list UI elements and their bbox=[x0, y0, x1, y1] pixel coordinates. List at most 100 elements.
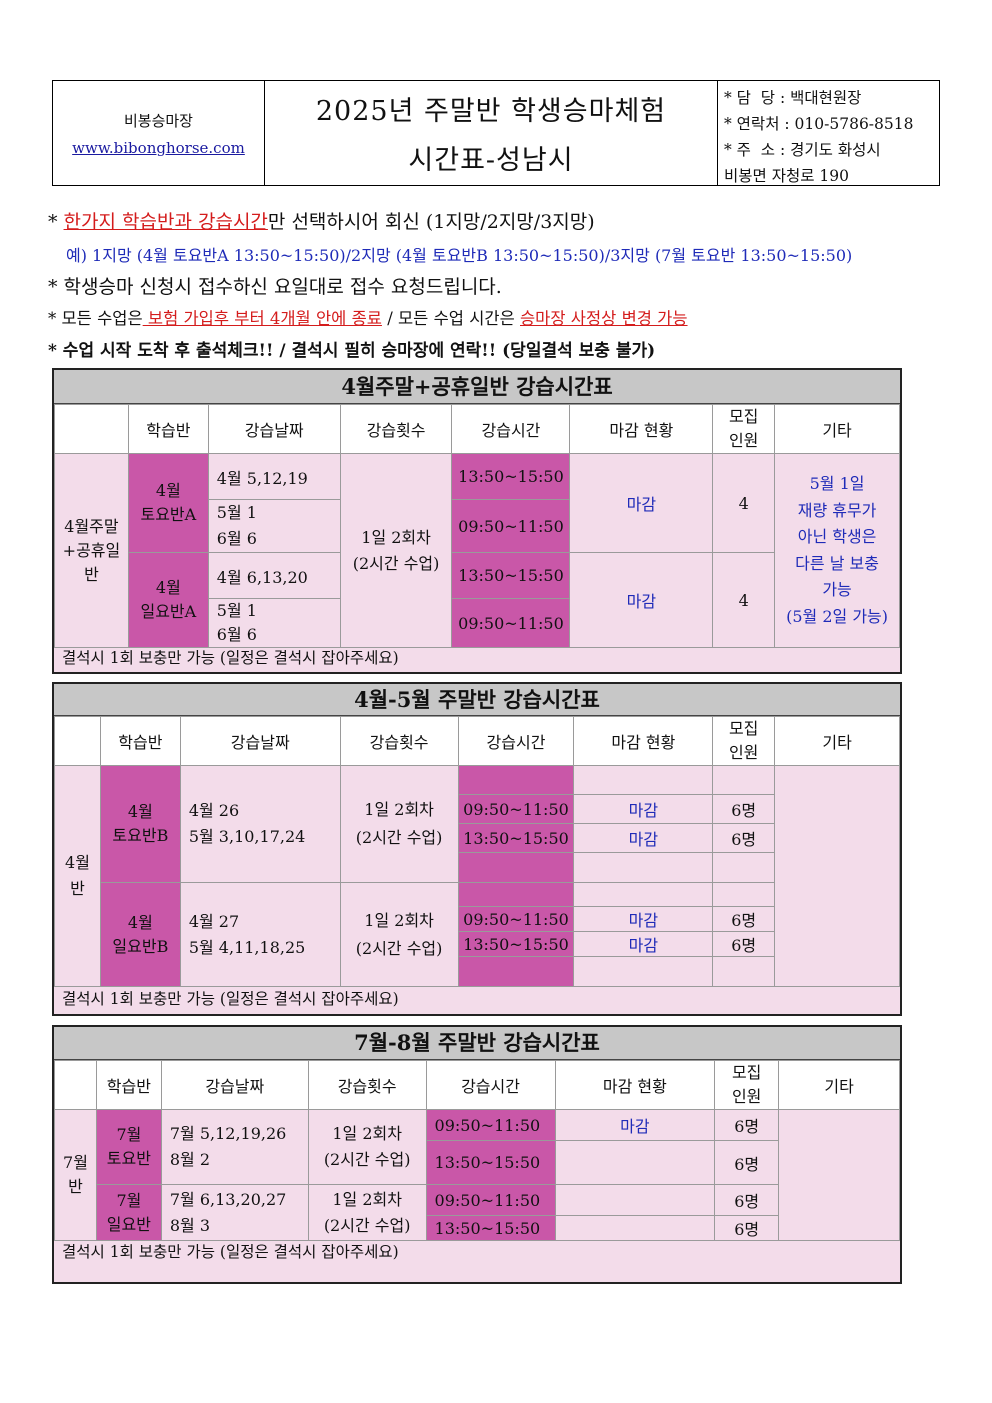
dates-sun-a-2: 5월 1 6월 6 bbox=[207, 598, 341, 648]
col-etc: 기타 bbox=[778, 1060, 900, 1110]
header-contact-cell: * 담 당 : 백대현원장 * 연락처 : 010-5786-8518 * 주 … bbox=[718, 81, 939, 185]
status-sun-b-pm: 마감 bbox=[573, 931, 714, 957]
col-class: 학습반 bbox=[127, 404, 209, 454]
status-sat-b-am: 마감 bbox=[573, 794, 714, 824]
class-sun-a: 4월 일요반A bbox=[127, 552, 209, 648]
contact-phone: * 연락처 : 010-5786-8518 bbox=[724, 115, 914, 133]
header-box: 비봉승마장 www.bibonghorse.com 2025년 주말반 학생승마… bbox=[52, 80, 940, 186]
status-sat-jul-am: 마감 bbox=[554, 1109, 716, 1141]
recruit-sat-a: 4 bbox=[712, 453, 776, 553]
group-label: 7월 반 bbox=[54, 1109, 97, 1241]
time-sat-a-pm: 13:50~15:50 bbox=[451, 453, 571, 500]
table3: 학습반 강습날짜 강습횟수 강습시간 마감 현황 모집 인원 기타 7월 반 7월… bbox=[54, 1060, 900, 1241]
note-insurance-red2: 승마장 사정상 변경 가능 bbox=[520, 309, 688, 328]
col-time: 강습시간 bbox=[457, 716, 575, 766]
table3-footnote: 결석시 1회 보충만 가능 (일정은 결석시 잡아주세요) bbox=[62, 1243, 399, 1261]
group-label: 4월주말 +공휴일 반 bbox=[54, 453, 129, 648]
dates-sat-jul: 7월 5,12,19,26 8월 2 bbox=[160, 1109, 309, 1185]
recruit-sun-jul-pm: 6명 bbox=[714, 1215, 780, 1241]
count-sun-b: 1일 2회차 (2시간 수업) bbox=[339, 882, 459, 987]
col-time: 강습시간 bbox=[425, 1060, 556, 1110]
note-example: 예) 1지망 (4월 토요반A 13:50~15:50)/2지망 (4월 토요반… bbox=[66, 246, 853, 265]
table2-title: 4월-5월 주말반 강습시간표 bbox=[54, 684, 900, 716]
recruit-sun-b-am: 6명 bbox=[712, 906, 776, 932]
status-sat-b-pm: 마감 bbox=[573, 823, 714, 853]
note-insurance: * 모든 수업은 보험 가입후 부터 4개월 안에 종료 / 모든 수업 시간은… bbox=[48, 305, 688, 329]
table2: 학습반 강습날짜 강습횟수 강습시간 마감 현황 모집 인원 기타 4월 반 4월… bbox=[54, 716, 900, 987]
col-etc: 기타 bbox=[774, 404, 900, 454]
col-time: 강습시간 bbox=[451, 404, 571, 454]
col-status: 마감 현황 bbox=[554, 1060, 716, 1110]
count-sun-jul: 1일 2회차 (2시간 수업) bbox=[307, 1184, 427, 1241]
class-sat-a: 4월 토요반A bbox=[127, 453, 209, 553]
note-star: * bbox=[48, 211, 58, 233]
header-org-cell: 비봉승마장 www.bibonghorse.com bbox=[53, 81, 265, 185]
contact-address-2: 비봉면 자청로 190 bbox=[724, 167, 849, 185]
time-sat-jul-pm: 13:50~15:50 bbox=[425, 1140, 556, 1185]
header-title-cell: 2025년 주말반 학생승마체험 시간표-성남시 bbox=[265, 81, 718, 185]
contact-address-1: * 주 소 : 경기도 화성시 bbox=[724, 141, 881, 159]
col-count: 강습횟수 bbox=[339, 404, 453, 454]
table-july-august-weekend: 7월-8월 주말반 강습시간표 학습반 강습날짜 강습횟수 강습시간 마감 현황… bbox=[52, 1025, 902, 1284]
table3-title: 7월-8월 주말반 강습시간표 bbox=[54, 1027, 900, 1060]
time-sat-jul-am: 09:50~11:50 bbox=[425, 1109, 556, 1141]
time-sun-b-am: 09:50~11:50 bbox=[457, 906, 575, 932]
etc-note: 5월 1일 재량 휴무가 아닌 학생은 다른 날 보충 가능 (5월 2일 가능… bbox=[774, 453, 900, 648]
table1: 학습반 강습날짜 강습횟수 강습시간 마감 현황 모집 인원 기타 4월주말 +공… bbox=[54, 404, 900, 648]
col-status: 마감 현황 bbox=[569, 404, 714, 454]
class-sun-b: 4월 일요반B bbox=[99, 882, 181, 987]
note-select-one-rest: 만 선택하시어 회신 (1지망/2지망/3지망) bbox=[267, 211, 595, 233]
status-sat-a: 마감 bbox=[569, 453, 714, 553]
recruit-sat-b-am: 6명 bbox=[712, 794, 776, 824]
dates-sat-a-2: 5월 1 6월 6 bbox=[207, 499, 341, 553]
col-count: 강습횟수 bbox=[307, 1060, 427, 1110]
time-sun-jul-am: 09:50~11:50 bbox=[425, 1184, 556, 1216]
contact-manager: * 담 당 : 백대현원장 bbox=[724, 89, 862, 107]
dates-sat-b: 4월 26 5월 3,10,17,24 bbox=[179, 765, 341, 883]
time-sat-a-am: 09:50~11:50 bbox=[451, 499, 571, 553]
note-select-one: * 한가지 학습반과 강습시간만 선택하시어 회신 (1지망/2지망/3지망) bbox=[48, 207, 595, 234]
class-sat-b: 4월 토요반B bbox=[99, 765, 181, 883]
status-sun-b-am: 마감 bbox=[573, 906, 714, 932]
org-name: 비봉승마장 bbox=[123, 111, 193, 130]
count-cell: 1일 2회차 (2시간 수업) bbox=[339, 453, 453, 648]
table2-footnote: 결석시 1회 보충만 가능 (일정은 결석시 잡아주세요) bbox=[62, 990, 399, 1008]
col-recruit: 모집 인원 bbox=[712, 716, 776, 766]
col-dates: 강습날짜 bbox=[207, 404, 341, 454]
dates-sun-jul: 7월 6,13,20,27 8월 3 bbox=[160, 1184, 309, 1241]
col-count: 강습횟수 bbox=[339, 716, 459, 766]
note-insurance-red1: 보험 가입후 부터 4개월 안에 종료 bbox=[142, 309, 382, 328]
note-insurance-b: / 모든 수업 시간은 bbox=[381, 309, 520, 328]
recruit-sun-b-pm: 6명 bbox=[712, 931, 776, 957]
doc-title: 2025년 주말반 학생승마체험 bbox=[315, 96, 667, 127]
time-sun-a-am: 09:50~11:50 bbox=[451, 598, 571, 648]
col-recruit: 모집 인원 bbox=[712, 404, 776, 454]
time-sun-a-pm: 13:50~15:50 bbox=[451, 552, 571, 599]
col-class: 학습반 bbox=[95, 1060, 162, 1110]
note-select-one-highlight: 한가지 학습반과 강습시간 bbox=[63, 211, 268, 233]
col-recruit: 모집 인원 bbox=[714, 1060, 780, 1110]
dates-sun-a-1: 4월 6,13,20 bbox=[207, 552, 341, 599]
col-status: 마감 현황 bbox=[573, 716, 714, 766]
class-sun-jul: 7월 일요반 bbox=[95, 1184, 162, 1241]
col-dates: 강습날짜 bbox=[179, 716, 341, 766]
table-april-weekend-holiday: 4월주말+공휴일반 강습시간표 학습반 강습날짜 강습횟수 강습시간 마감 현황… bbox=[52, 368, 902, 674]
dates-sun-b: 4월 27 5월 4,11,18,25 bbox=[179, 882, 341, 987]
group-label: 4월 반 bbox=[54, 765, 101, 987]
doc-subtitle: 시간표-성남시 bbox=[408, 145, 574, 176]
recruit-sat-jul-am: 6명 bbox=[714, 1109, 780, 1141]
org-url-link[interactable]: www.bibonghorse.com bbox=[72, 138, 245, 157]
count-sat-jul: 1일 2회차 (2시간 수업) bbox=[307, 1109, 427, 1185]
col-dates: 강습날짜 bbox=[160, 1060, 309, 1110]
time-sun-jul-pm: 13:50~15:50 bbox=[425, 1215, 556, 1241]
table-april-may-weekend: 4월-5월 주말반 강습시간표 학습반 강습날짜 강습횟수 강습시간 마감 현황… bbox=[52, 682, 902, 1016]
col-etc: 기타 bbox=[774, 716, 900, 766]
table1-footnote: 결석시 1회 보충만 가능 (일정은 결석시 잡아주세요) bbox=[62, 649, 399, 667]
col-class: 학습반 bbox=[99, 716, 181, 766]
class-sat-jul: 7월 토요반 bbox=[95, 1109, 162, 1185]
recruit-sat-jul-pm: 6명 bbox=[714, 1140, 780, 1185]
recruit-sun-jul-am: 6명 bbox=[714, 1184, 780, 1216]
note-attendance: * 수업 시작 도착 후 출석체크!! / 결석시 필히 승마장에 연락!! (… bbox=[48, 341, 656, 361]
time-sat-b-am: 09:50~11:50 bbox=[457, 794, 575, 824]
dates-sat-a-1: 4월 5,12,19 bbox=[207, 453, 341, 500]
